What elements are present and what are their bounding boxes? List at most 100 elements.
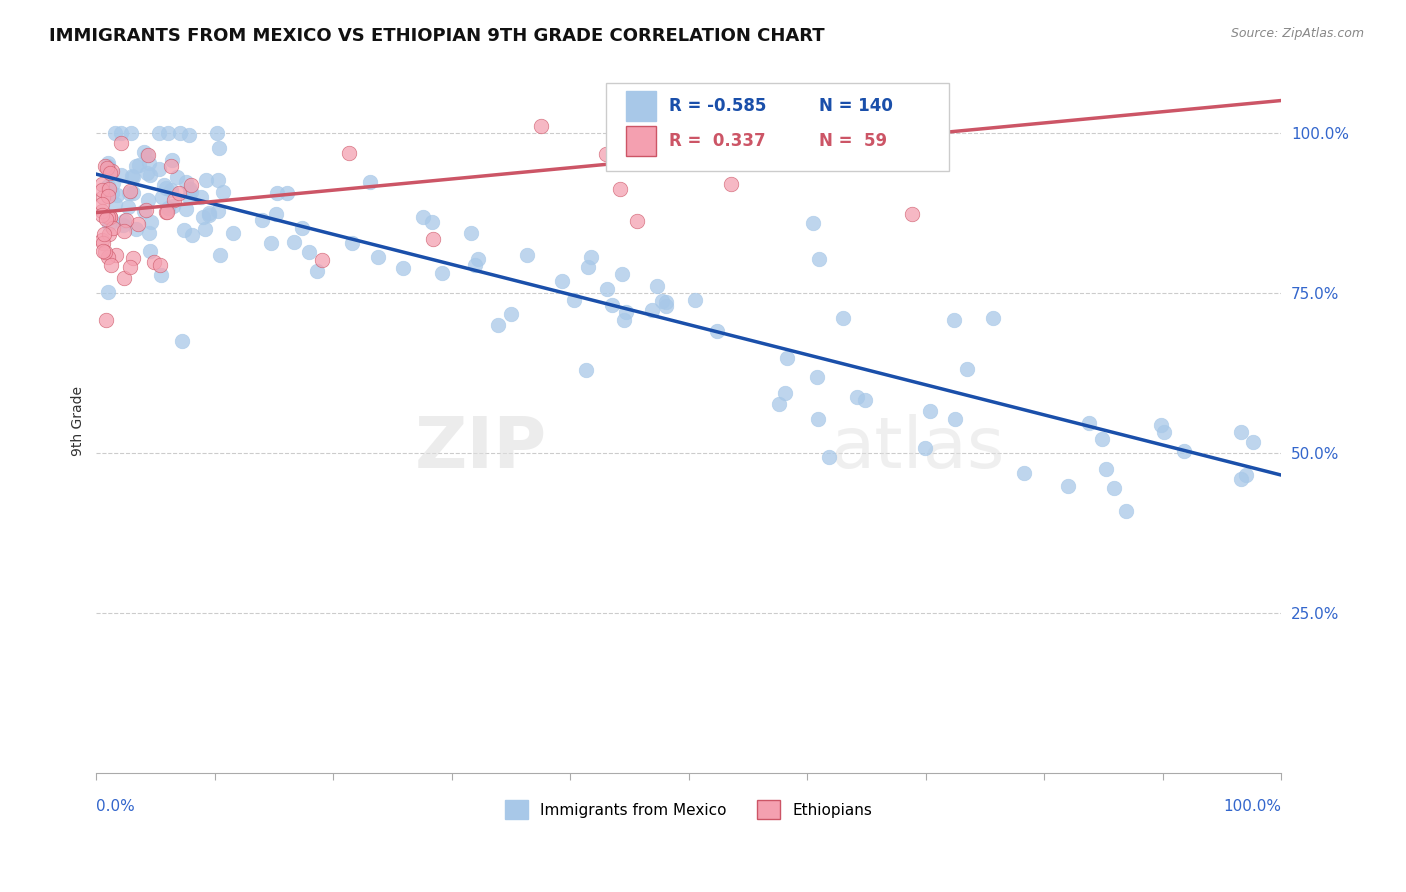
Point xyxy=(759,155,782,169)
Point xyxy=(135,203,157,218)
Point xyxy=(174,175,197,189)
Point xyxy=(574,363,596,377)
Point xyxy=(122,251,145,265)
Point xyxy=(105,188,128,202)
Point xyxy=(138,193,160,207)
Point xyxy=(422,215,444,229)
Point xyxy=(134,145,156,160)
Point xyxy=(162,199,184,213)
Point xyxy=(169,126,191,140)
Point xyxy=(136,166,159,180)
Point xyxy=(516,248,538,262)
Point xyxy=(148,126,170,140)
Point xyxy=(112,270,135,285)
Point xyxy=(222,227,245,241)
Point xyxy=(807,412,830,426)
Point xyxy=(136,148,159,162)
Text: R = -0.585: R = -0.585 xyxy=(669,97,766,115)
Point xyxy=(101,163,124,178)
Point xyxy=(818,450,841,464)
Point xyxy=(579,250,602,264)
Point xyxy=(499,307,522,321)
Point xyxy=(93,245,115,260)
Point xyxy=(132,204,155,219)
Point xyxy=(914,441,936,455)
Point xyxy=(209,248,232,262)
Point xyxy=(198,205,221,219)
Point xyxy=(138,155,160,169)
Point xyxy=(613,313,636,327)
Point xyxy=(170,334,193,348)
Point xyxy=(118,186,141,201)
Point xyxy=(367,250,389,264)
Point xyxy=(1012,466,1035,480)
Point xyxy=(125,222,148,236)
Point xyxy=(149,268,172,282)
Point xyxy=(846,391,869,405)
Point xyxy=(776,351,799,366)
Point xyxy=(97,251,120,265)
Point xyxy=(91,183,114,197)
Point xyxy=(91,203,114,218)
Text: Source: ZipAtlas.com: Source: ZipAtlas.com xyxy=(1230,27,1364,40)
Point xyxy=(98,210,121,224)
Point xyxy=(160,183,183,197)
Point xyxy=(340,235,363,250)
Point xyxy=(110,126,132,140)
Point xyxy=(97,211,120,225)
Point xyxy=(179,182,201,196)
Point xyxy=(120,126,142,140)
Point xyxy=(157,126,180,140)
Point xyxy=(101,176,124,190)
Point xyxy=(212,185,235,199)
Point xyxy=(136,148,159,162)
Point xyxy=(91,244,114,259)
Point xyxy=(1241,434,1264,449)
Point xyxy=(155,205,177,219)
Point xyxy=(612,267,634,281)
Point xyxy=(626,214,648,228)
Point xyxy=(550,274,572,288)
Point xyxy=(143,255,166,269)
Text: 100.0%: 100.0% xyxy=(1223,799,1281,814)
Point xyxy=(104,126,127,140)
Point xyxy=(101,186,124,201)
Point xyxy=(162,153,184,167)
Point xyxy=(160,160,183,174)
Point xyxy=(98,181,121,195)
Point xyxy=(156,204,179,219)
Point xyxy=(93,227,115,242)
Point xyxy=(173,222,195,236)
Point xyxy=(97,161,120,176)
Point xyxy=(283,235,305,249)
Point xyxy=(614,305,637,319)
Point xyxy=(207,173,229,187)
Point xyxy=(768,397,790,411)
Point xyxy=(981,311,1004,326)
Point xyxy=(97,178,120,193)
Point xyxy=(1091,432,1114,446)
Point xyxy=(148,161,170,176)
Point xyxy=(595,147,617,161)
Point xyxy=(194,172,217,186)
Point xyxy=(464,258,486,272)
Point xyxy=(91,197,114,211)
Point xyxy=(139,215,162,229)
Point xyxy=(685,293,707,307)
Point xyxy=(530,119,553,133)
Point xyxy=(1056,479,1078,493)
Point xyxy=(305,264,328,278)
Point xyxy=(190,189,212,203)
Point xyxy=(486,318,509,333)
Point xyxy=(110,136,132,151)
Point xyxy=(412,210,434,224)
Text: N =  59: N = 59 xyxy=(820,132,887,150)
FancyBboxPatch shape xyxy=(626,127,655,156)
Point xyxy=(207,141,229,155)
Text: R =  0.337: R = 0.337 xyxy=(669,132,765,150)
Point xyxy=(311,252,333,267)
Point xyxy=(276,186,298,200)
Point xyxy=(94,212,117,227)
Point xyxy=(180,185,202,199)
Point xyxy=(1230,472,1253,486)
